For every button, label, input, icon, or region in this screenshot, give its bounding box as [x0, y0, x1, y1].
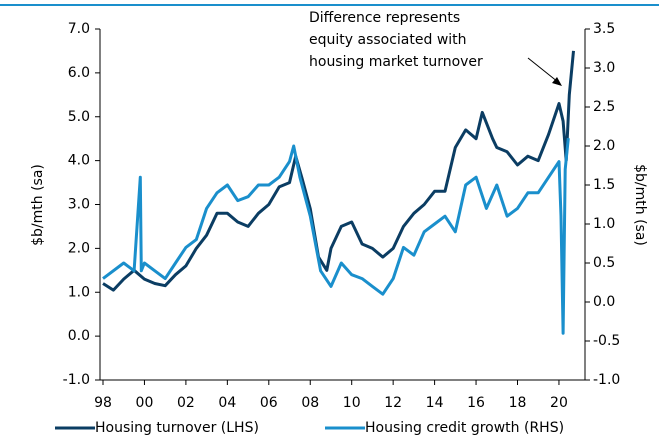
annotation-line: Difference represents — [309, 10, 460, 26]
x-tick-label: 06 — [260, 395, 278, 411]
y-axis-label: $b/mth (sa) — [30, 164, 46, 246]
y2-tick-label: 0.0 — [593, 294, 615, 310]
y-tick-label: 6.0 — [68, 65, 90, 81]
y2-tick-label: 2.0 — [593, 138, 615, 154]
annotation-line: equity associated with — [309, 32, 467, 48]
annotation-line: housing market turnover — [309, 54, 483, 70]
legend-label: Housing turnover (LHS) — [95, 420, 259, 436]
x-tick-label: 02 — [177, 395, 195, 411]
x-tick-label: 20 — [550, 395, 568, 411]
y-tick-label: 2.0 — [68, 240, 90, 256]
y2-tick-label: 3.5 — [593, 21, 615, 37]
y2-tick-label: 2.5 — [593, 99, 615, 115]
x-tick-label: 08 — [301, 395, 319, 411]
y-tick-label: 1.0 — [68, 284, 90, 300]
y-tick-label: 5.0 — [68, 109, 90, 125]
x-tick-label: 16 — [467, 395, 485, 411]
annotation-arrow — [527, 57, 559, 83]
y-tick-label: 3.0 — [68, 197, 90, 213]
x-tick-label: 10 — [343, 395, 361, 411]
y2-tick-label: 3.0 — [593, 60, 615, 76]
x-tick-label: 14 — [426, 395, 444, 411]
x-tick-label: 04 — [218, 395, 236, 411]
y2-axis-label: $b/mth (sa) — [632, 164, 648, 246]
legend-label: Housing credit growth (RHS) — [365, 420, 564, 436]
y2-tick-label: -1.0 — [593, 372, 620, 388]
y-tick-label: 0.0 — [68, 328, 90, 344]
x-tick-label: 18 — [509, 395, 527, 411]
x-tick-label: 12 — [384, 395, 402, 411]
y2-tick-label: 1.5 — [593, 177, 615, 193]
x-tick-label: 00 — [136, 395, 154, 411]
y2-tick-label: 1.0 — [593, 216, 615, 232]
y2-tick-label: -0.5 — [593, 333, 620, 349]
y-tick-label: 4.0 — [68, 153, 90, 169]
y2-tick-label: 0.5 — [593, 255, 615, 271]
series-line — [102, 50, 575, 292]
series-line — [102, 138, 570, 335]
arrow-head — [552, 77, 562, 86]
y-tick-label: -1.0 — [63, 372, 90, 388]
y-tick-label: 7.0 — [68, 21, 90, 37]
x-tick-label: 98 — [94, 395, 112, 411]
